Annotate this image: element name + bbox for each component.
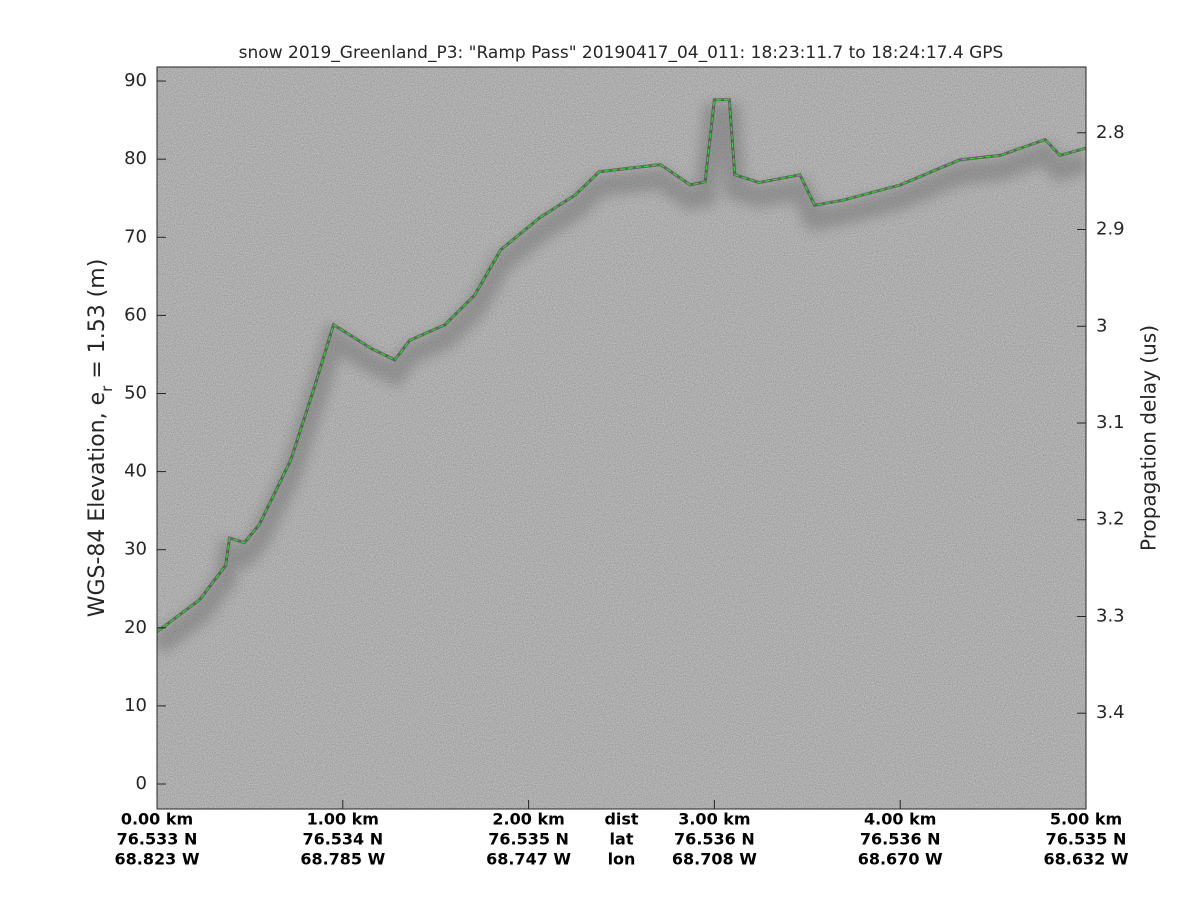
y-tick-label: 90 xyxy=(124,70,147,91)
y-tick-label: 10 xyxy=(124,695,147,716)
x-tick-label: 3.00 km xyxy=(678,810,750,829)
row-name: dist xyxy=(604,810,638,829)
y-tick-label: 40 xyxy=(124,461,147,482)
plot-area xyxy=(157,98,1086,655)
chart-title: snow 2019_Greenland_P3: "Ramp Pass" 2019… xyxy=(239,43,1004,63)
lon-label: 68.747 W xyxy=(486,850,571,869)
y2-tick-label: 3 xyxy=(1096,315,1107,336)
lon-label: 68.785 W xyxy=(300,850,385,869)
lat-label: 76.533 N xyxy=(117,830,198,849)
subsurface-shading xyxy=(157,102,1086,655)
y-axis-label: WGS-84 Elevation, er = 1.53 (m) xyxy=(85,259,116,618)
y-tick-label: 60 xyxy=(124,304,147,325)
y2-tick-label: 3.2 xyxy=(1096,509,1125,530)
x-tick-label: 0.00 km xyxy=(121,810,193,829)
x-tick-label: 2.00 km xyxy=(492,810,564,829)
y2-tick-label: 3.1 xyxy=(1096,412,1125,433)
y2-axis-label: Propagation delay (us) xyxy=(1137,325,1161,551)
lat-label: 76.536 N xyxy=(860,830,941,849)
y-tick-label: 50 xyxy=(124,382,147,403)
y-tick-label: 20 xyxy=(124,617,147,638)
y-tick-label: 80 xyxy=(124,148,147,169)
x-tick-label: 1.00 km xyxy=(307,810,379,829)
plot-frame xyxy=(156,66,1087,810)
lon-label: 68.632 W xyxy=(1044,850,1129,869)
y-tick-label: 0 xyxy=(136,773,147,794)
y-label-sub: r xyxy=(98,385,116,392)
lat-label: 76.536 N xyxy=(674,830,755,849)
y-label-main: WGS-84 Elevation, e xyxy=(85,392,110,617)
y2-tick-label: 3.3 xyxy=(1096,605,1125,626)
lat-label: 76.535 N xyxy=(488,830,569,849)
y-tick-label: 30 xyxy=(124,539,147,560)
y2-tick-label: 2.8 xyxy=(1096,122,1125,143)
lon-label: 68.708 W xyxy=(672,850,757,869)
x-tick-label: 4.00 km xyxy=(864,810,936,829)
y2-tick-label: 3.4 xyxy=(1096,702,1125,723)
row-name: lat xyxy=(610,830,634,849)
row-name: lon xyxy=(608,850,636,869)
y-tick-label: 70 xyxy=(124,226,147,247)
y-label-rest: = 1.53 (m) xyxy=(85,259,110,386)
lat-label: 76.534 N xyxy=(302,830,383,849)
surface-line xyxy=(157,99,1086,633)
x-tick-label: 5.00 km xyxy=(1050,810,1122,829)
lon-label: 68.823 W xyxy=(115,850,200,869)
lon-label: 68.670 W xyxy=(858,850,943,869)
y2-tick-label: 2.9 xyxy=(1096,219,1125,240)
lat-label: 76.535 N xyxy=(1046,830,1127,849)
